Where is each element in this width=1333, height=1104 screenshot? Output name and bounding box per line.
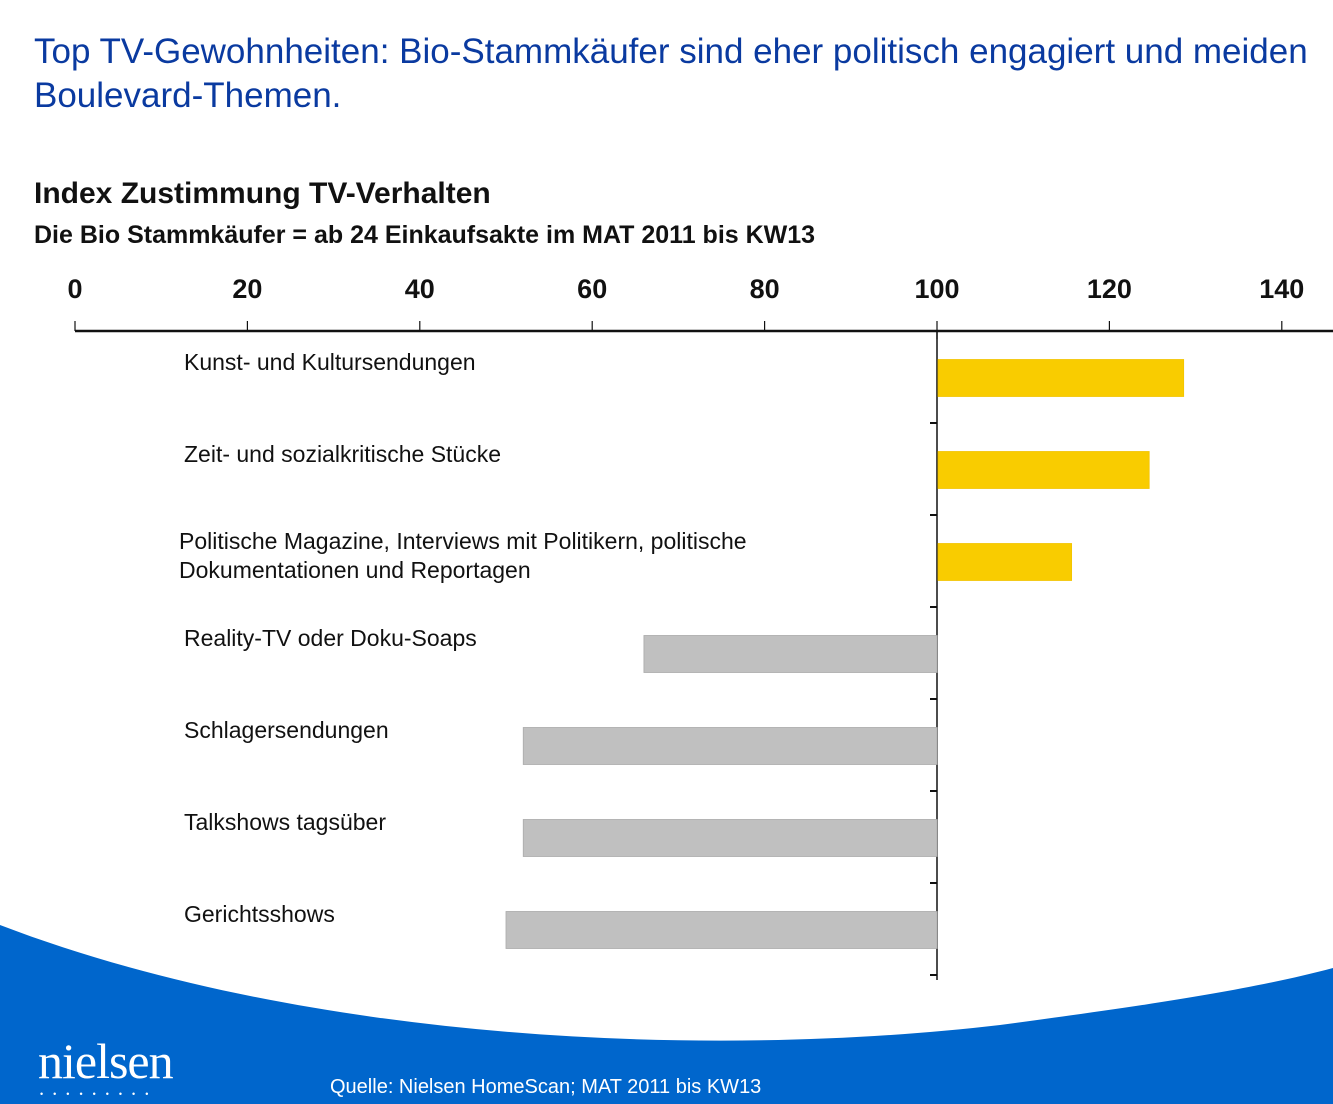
category-label: Reality-TV oder Doku-Soaps <box>184 625 477 651</box>
x-tick-label: 120 <box>1087 274 1132 304</box>
x-tick-label: 60 <box>577 274 607 304</box>
x-tick-label: 0 <box>67 274 82 304</box>
x-tick-label: 80 <box>750 274 780 304</box>
category-label: Talkshows tagsüber <box>184 809 386 835</box>
bar <box>937 359 1185 397</box>
chart-title: Index Zustimmung TV-Verhalten <box>34 177 491 210</box>
blue-band <box>0 925 1333 1104</box>
chart-subtitle: Die Bio Stammkäufer = ab 24 Einkaufsakte… <box>34 221 816 249</box>
category-label: Dokumentationen und Reportagen <box>179 557 531 583</box>
category-label: Gerichtsshows <box>184 901 335 927</box>
nielsen-logo: nielsen <box>38 1033 174 1089</box>
bar <box>937 451 1150 489</box>
category-label: Politische Magazine, Interviews mit Poli… <box>179 528 747 554</box>
category-label: Schlagersendungen <box>184 717 389 743</box>
bar <box>522 727 938 765</box>
category-label: Zeit- und sozialkritische Stücke <box>184 441 501 467</box>
page-title: Top TV-Gewohnheiten: Bio-Stammkäufer sin… <box>34 32 1308 115</box>
bar <box>505 911 938 949</box>
bar <box>937 543 1073 581</box>
source-note: Quelle: Nielsen HomeScan; MAT 2011 bis K… <box>330 1076 762 1098</box>
x-tick-label: 100 <box>914 274 959 304</box>
x-tick-label: 40 <box>405 274 435 304</box>
bar <box>522 819 938 857</box>
category-label: Kunst- und Kultursendungen <box>184 349 476 375</box>
logo-dots: ••••••••• <box>40 1089 159 1099</box>
bar <box>643 635 938 673</box>
x-tick-label: 20 <box>232 274 262 304</box>
x-tick-label: 140 <box>1259 274 1304 304</box>
